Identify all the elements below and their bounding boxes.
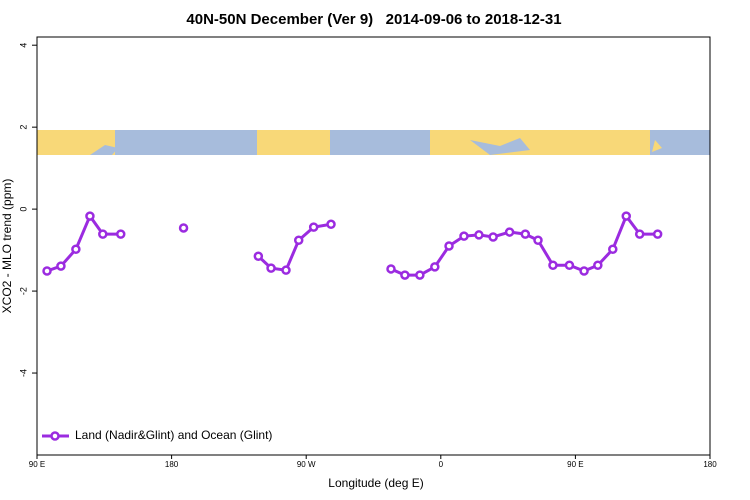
y-tick-label: -2 <box>18 287 28 295</box>
data-point <box>444 241 454 251</box>
data-point <box>474 230 484 240</box>
data-point <box>178 223 189 233</box>
data-point <box>400 270 410 280</box>
plot-frame <box>36 36 711 456</box>
y-tick-label: 4 <box>18 43 28 48</box>
x-axis-label: Longitude (deg E) <box>328 476 423 490</box>
data-point <box>116 229 126 239</box>
data-point <box>386 264 396 274</box>
map-strip <box>37 130 710 155</box>
data-point <box>85 211 95 221</box>
y-tick-label: -4 <box>18 369 28 377</box>
data-point <box>56 261 66 271</box>
data-point <box>652 229 663 239</box>
data-point <box>593 260 603 271</box>
data-point <box>326 219 336 230</box>
data-point <box>459 231 469 241</box>
x-tick-label: 90 E <box>567 460 583 469</box>
series-line <box>257 222 332 272</box>
x-tick-label: 90 E <box>29 460 45 469</box>
data-point <box>520 229 531 239</box>
data-point <box>621 211 631 221</box>
x-tick-label: 0 <box>439 460 444 469</box>
data-point <box>548 260 558 271</box>
x-tick-label: 180 <box>165 460 179 469</box>
data-point <box>608 244 618 255</box>
data-point <box>42 266 52 276</box>
x-tick-label: 90 W <box>297 460 316 469</box>
data-point <box>415 270 425 280</box>
data-point <box>98 229 108 239</box>
x-tick-label: 180 <box>703 460 717 469</box>
data-point <box>308 222 319 232</box>
legend: Land (Nadir&Glint) and Ocean (Glint) <box>42 428 272 442</box>
data-point <box>71 244 81 255</box>
data-point <box>266 263 276 273</box>
legend-label: Land (Nadir&Glint) and Ocean (Glint) <box>75 428 272 442</box>
data-point <box>564 260 575 271</box>
data-point <box>504 227 515 237</box>
data-point <box>533 235 543 246</box>
data-point <box>430 262 440 272</box>
data-point <box>579 266 589 276</box>
data-point <box>634 229 645 239</box>
y-axis-label: XCO2 - MLO trend (ppm) <box>0 179 14 314</box>
data-point <box>293 235 304 246</box>
y-tick-label: 0 <box>18 207 28 212</box>
legend-marker <box>50 431 60 441</box>
data-point <box>281 265 291 275</box>
data-point <box>488 232 498 242</box>
data-point <box>253 251 264 261</box>
chart-title: 40N-50N December (Ver 9) 2014-09-06 to 2… <box>186 11 561 28</box>
y-tick-label: 2 <box>18 125 28 130</box>
